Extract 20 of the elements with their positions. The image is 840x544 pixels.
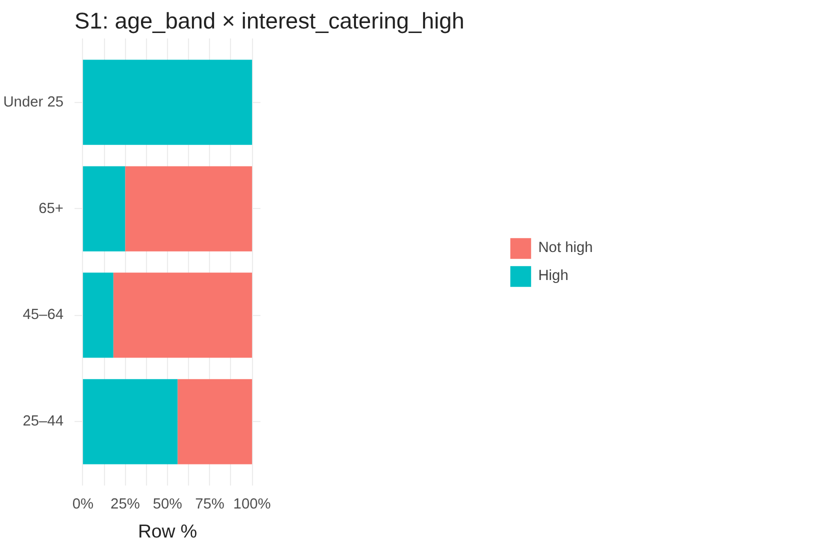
chart-title: S1: age_band × interest_catering_high — [74, 8, 464, 34]
bar — [82, 379, 178, 464]
y-tick-label: 45–64 — [22, 307, 64, 324]
y-tick-label: 65+ — [38, 200, 64, 217]
y-tick-label: 25–44 — [22, 414, 64, 430]
bar — [82, 166, 126, 252]
x-tick-label: 0% — [72, 496, 94, 512]
y-tick-label: Under 25 — [3, 94, 64, 110]
legend-label: High — [538, 268, 568, 284]
legend-label: Not high — [538, 240, 593, 256]
bar — [113, 272, 252, 358]
bar — [125, 166, 252, 252]
bar — [82, 60, 252, 145]
x-axis-title: Row % — [138, 520, 198, 542]
bar — [178, 379, 252, 464]
x-tick-label: 75% — [195, 496, 224, 512]
x-tick-label: 25% — [110, 496, 140, 512]
bar — [82, 272, 114, 358]
x-tick-label: 100% — [233, 496, 271, 512]
x-tick-label: 50% — [152, 496, 182, 512]
